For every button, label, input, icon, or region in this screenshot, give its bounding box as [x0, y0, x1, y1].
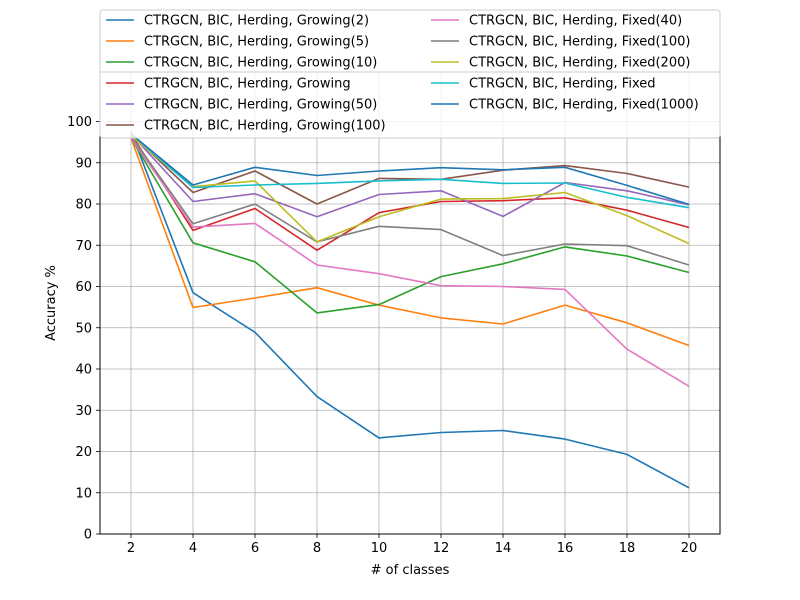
legend-item: CTRGCN, BIC, Herding, Fixed — [431, 77, 655, 92]
y-tick-label: 70 — [75, 239, 92, 254]
series-line-11 — [130, 133, 690, 206]
x-tick-label: 6 — [251, 541, 259, 556]
x-axis-ticks: 2 4 6 8 10 12 14 16 18 20 — [127, 534, 697, 556]
x-tick-label: 10 — [371, 541, 388, 556]
x-tick-label: 4 — [189, 541, 197, 556]
series-line-6 — [130, 133, 690, 205]
legend-label: CTRGCN, BIC, Herding, Fixed(1000) — [469, 98, 699, 113]
series-line-3 — [130, 137, 690, 314]
legend-item: CTRGCN, BIC, Herding, Growing(100) — [106, 119, 386, 134]
x-tick-label: 12 — [433, 541, 450, 556]
legend-item: CTRGCN, BIC, Herding, Fixed(200) — [431, 56, 690, 71]
y-tick-label: 30 — [75, 404, 92, 419]
y-axis-label: Accuracy % — [44, 265, 59, 341]
y-axis-ticks: 0 10 20 30 40 50 60 70 80 90 100 — [67, 115, 100, 543]
legend-label: CTRGCN, BIC, Herding, Fixed(200) — [469, 56, 690, 71]
legend: CTRGCN, BIC, Herding, Growing(2) CTRGCN, … — [99, 9, 721, 139]
legend-item: CTRGCN, BIC, Herding, Growing(50) — [106, 98, 377, 113]
legend-label: CTRGCN, BIC, Herding, Growing(2) — [144, 14, 369, 29]
x-tick-label: 16 — [557, 541, 574, 556]
series-line-5 — [130, 133, 690, 218]
y-tick-label: 50 — [75, 321, 92, 336]
legend-label: CTRGCN, BIC, Herding, Growing(50) — [144, 98, 377, 113]
legend-label: CTRGCN, BIC, Herding, Growing(100) — [144, 119, 386, 134]
series-line-1 — [130, 131, 690, 489]
legend-item: CTRGCN, BIC, Herding, Fixed(1000) — [431, 98, 699, 113]
legend-label: CTRGCN, BIC, Herding, Fixed(100) — [469, 35, 690, 50]
y-tick-label: 60 — [75, 280, 92, 295]
y-tick-label: 40 — [75, 363, 92, 378]
y-tick-label: 100 — [67, 115, 92, 130]
legend-label: CTRGCN, BIC, Herding, Growing(10) — [144, 56, 377, 71]
series-line-7 — [130, 137, 690, 387]
series-lines — [130, 131, 690, 489]
y-tick-label: 10 — [75, 486, 92, 501]
legend-item: CTRGCN, BIC, Herding, Fixed(40) — [431, 14, 682, 29]
y-tick-label: 80 — [75, 198, 92, 213]
legend-label: CTRGCN, BIC, Herding, Growing — [144, 77, 351, 92]
x-tick-label: 2 — [127, 541, 135, 556]
y-tick-label: 0 — [84, 528, 92, 543]
x-tick-label: 8 — [313, 541, 321, 556]
legend-item: CTRGCN, BIC, Herding, Growing(2) — [106, 14, 369, 29]
series-line-10 — [130, 133, 690, 209]
legend-box — [99, 9, 721, 139]
grid — [100, 72, 720, 535]
x-axis-label: # of classes — [371, 563, 450, 578]
x-tick-label: 18 — [619, 541, 636, 556]
legend-item: CTRGCN, BIC, Herding, Fixed(100) — [431, 35, 690, 50]
series-line-2 — [130, 137, 690, 347]
x-tick-label: 14 — [495, 541, 512, 556]
legend-label: CTRGCN, BIC, Herding, Fixed(40) — [469, 14, 682, 29]
series-line-9 — [130, 135, 690, 245]
x-tick-label: 20 — [681, 541, 698, 556]
legend-label: CTRGCN, BIC, Herding, Fixed — [469, 77, 655, 92]
legend-item: CTRGCN, BIC, Herding, Growing(10) — [106, 56, 377, 71]
legend-item: CTRGCN, BIC, Herding, Growing — [106, 77, 351, 92]
series-line-8 — [130, 135, 690, 266]
y-tick-label: 20 — [75, 445, 92, 460]
legend-label: CTRGCN, BIC, Herding, Growing(5) — [144, 35, 369, 50]
y-tick-label: 90 — [75, 156, 92, 171]
legend-item: CTRGCN, BIC, Herding, Growing(5) — [106, 35, 369, 50]
